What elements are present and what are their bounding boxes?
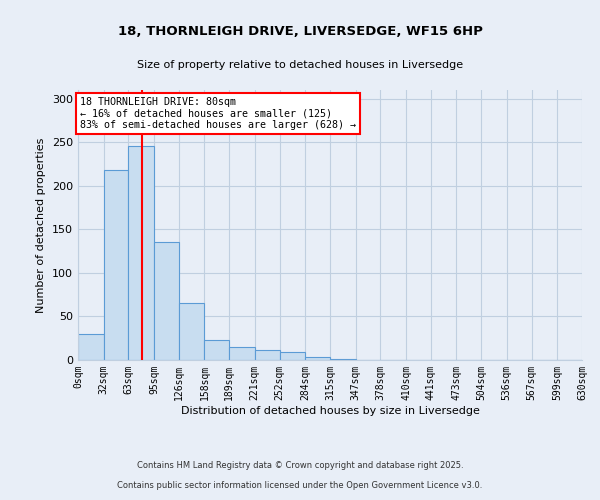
Bar: [154, 242, 179, 360]
Text: 18, THORNLEIGH DRIVE, LIVERSEDGE, WF15 6HP: 18, THORNLEIGH DRIVE, LIVERSEDGE, WF15 6…: [118, 25, 482, 38]
Text: 18 THORNLEIGH DRIVE: 80sqm
← 16% of detached houses are smaller (125)
83% of sem: 18 THORNLEIGH DRIVE: 80sqm ← 16% of deta…: [80, 97, 356, 130]
Bar: [205, 340, 229, 360]
Bar: [229, 347, 255, 360]
Text: Size of property relative to detached houses in Liversedge: Size of property relative to detached ho…: [137, 60, 463, 70]
Text: Contains public sector information licensed under the Open Government Licence v3: Contains public sector information licen…: [118, 481, 482, 490]
Bar: [128, 146, 154, 360]
Bar: [78, 334, 104, 360]
Bar: [179, 304, 205, 360]
Bar: [255, 350, 280, 360]
Bar: [104, 170, 128, 360]
Text: Contains HM Land Registry data © Crown copyright and database right 2025.: Contains HM Land Registry data © Crown c…: [137, 461, 463, 470]
Bar: [330, 359, 356, 360]
Bar: [305, 358, 330, 360]
Bar: [280, 352, 305, 360]
Y-axis label: Number of detached properties: Number of detached properties: [37, 138, 46, 312]
X-axis label: Distribution of detached houses by size in Liversedge: Distribution of detached houses by size …: [181, 406, 479, 415]
